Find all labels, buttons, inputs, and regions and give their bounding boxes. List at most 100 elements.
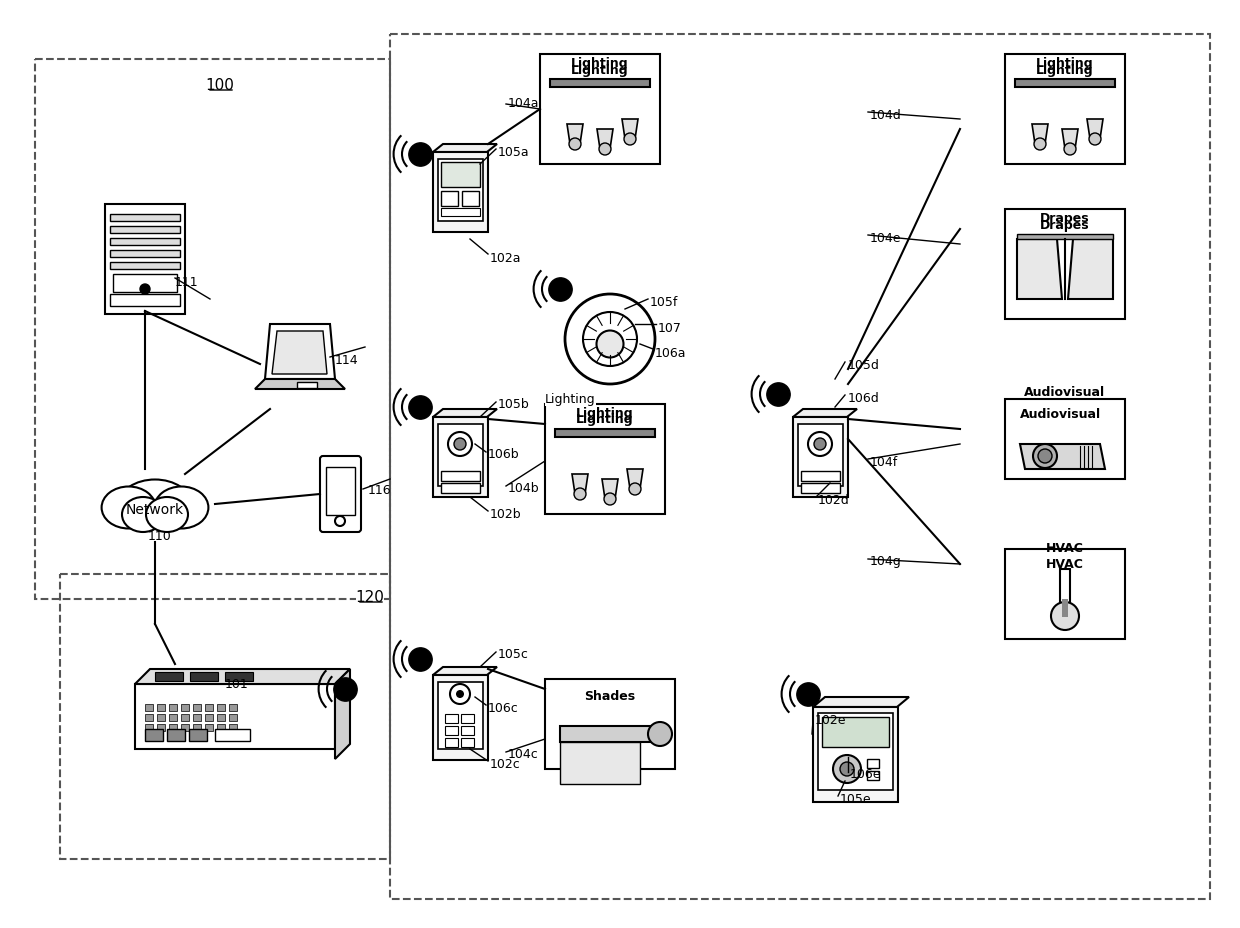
Bar	[181, 704, 188, 711]
Bar	[813, 707, 898, 802]
Text: 102d: 102d	[818, 493, 849, 506]
FancyBboxPatch shape	[320, 457, 361, 533]
Bar	[229, 715, 237, 721]
Bar	[441, 162, 480, 187]
Bar	[181, 724, 188, 731]
Text: 104a: 104a	[508, 97, 539, 110]
Polygon shape	[255, 380, 345, 390]
Bar	[433, 153, 489, 233]
Text: 106a: 106a	[655, 346, 687, 359]
Bar	[169, 724, 177, 731]
Bar	[157, 715, 165, 721]
Text: Lighting: Lighting	[572, 57, 629, 70]
Bar	[1004, 55, 1125, 165]
Text: 120: 120	[356, 589, 384, 604]
Bar	[441, 209, 480, 217]
Text: 105b: 105b	[498, 398, 529, 411]
Polygon shape	[433, 667, 497, 676]
Bar	[193, 715, 201, 721]
Circle shape	[839, 762, 854, 776]
Bar	[461, 738, 474, 747]
Bar	[145, 724, 153, 731]
Polygon shape	[272, 331, 327, 375]
Bar	[217, 715, 224, 721]
Polygon shape	[224, 672, 253, 681]
Circle shape	[456, 690, 464, 698]
Bar	[205, 704, 213, 711]
Polygon shape	[135, 669, 350, 684]
Text: 106d: 106d	[848, 391, 879, 404]
Text: 106e: 106e	[849, 767, 882, 780]
Bar	[438, 682, 484, 749]
Text: HVAC: HVAC	[1047, 557, 1084, 570]
Bar	[205, 724, 213, 731]
Bar	[867, 759, 879, 768]
Ellipse shape	[155, 487, 208, 529]
Text: Lighting: Lighting	[1037, 63, 1094, 76]
Polygon shape	[813, 697, 909, 707]
Polygon shape	[433, 409, 497, 418]
Bar	[157, 704, 165, 711]
Polygon shape	[567, 125, 583, 145]
Polygon shape	[335, 669, 350, 759]
Text: Network: Network	[126, 502, 184, 517]
Bar	[326, 468, 355, 515]
Bar	[135, 684, 335, 749]
Text: 106c: 106c	[489, 701, 518, 714]
Bar	[169, 704, 177, 711]
Text: 107: 107	[658, 321, 682, 334]
Circle shape	[629, 483, 641, 496]
Polygon shape	[794, 409, 857, 418]
Text: 105f: 105f	[650, 295, 678, 308]
Bar	[188, 729, 207, 741]
Bar	[1017, 235, 1114, 239]
Text: 102a: 102a	[490, 251, 522, 264]
Text: 104c: 104c	[508, 748, 538, 761]
Polygon shape	[1087, 120, 1104, 140]
Bar	[145, 715, 153, 721]
Text: 106b: 106b	[489, 448, 520, 461]
Text: 111: 111	[175, 276, 198, 289]
Polygon shape	[622, 120, 639, 140]
Bar	[60, 574, 391, 859]
Bar	[822, 717, 889, 747]
Text: 105a: 105a	[498, 146, 529, 159]
Bar	[110, 226, 180, 234]
Text: Audiovisual: Audiovisual	[1024, 386, 1106, 399]
Ellipse shape	[122, 497, 164, 533]
Text: Lighting: Lighting	[1037, 57, 1094, 70]
Polygon shape	[155, 672, 184, 681]
Bar	[229, 724, 237, 731]
Bar	[110, 295, 180, 306]
Bar	[556, 430, 655, 437]
Text: Lighting: Lighting	[572, 63, 629, 76]
Text: 105e: 105e	[839, 793, 872, 806]
Bar	[799, 424, 843, 486]
Text: 116: 116	[368, 483, 392, 496]
Bar	[215, 729, 250, 741]
Ellipse shape	[119, 480, 191, 529]
Bar	[391, 35, 1210, 899]
Text: HVAC: HVAC	[1047, 541, 1084, 554]
Circle shape	[649, 722, 672, 746]
Circle shape	[833, 755, 861, 783]
Bar	[551, 80, 650, 88]
Text: 110: 110	[148, 530, 172, 543]
Bar	[217, 724, 224, 731]
Bar	[167, 729, 185, 741]
Ellipse shape	[102, 487, 155, 529]
Text: 102c: 102c	[490, 757, 521, 770]
Bar	[110, 263, 180, 270]
Circle shape	[569, 139, 582, 151]
Bar	[298, 382, 317, 389]
Bar	[1016, 80, 1115, 88]
Text: 101: 101	[224, 677, 249, 690]
Bar	[110, 251, 180, 258]
Circle shape	[1038, 449, 1052, 463]
Circle shape	[1089, 134, 1101, 146]
Bar	[110, 214, 180, 222]
Text: 102e: 102e	[815, 713, 847, 726]
Text: 105c: 105c	[498, 648, 529, 661]
Circle shape	[1052, 602, 1079, 630]
Bar	[461, 727, 474, 735]
